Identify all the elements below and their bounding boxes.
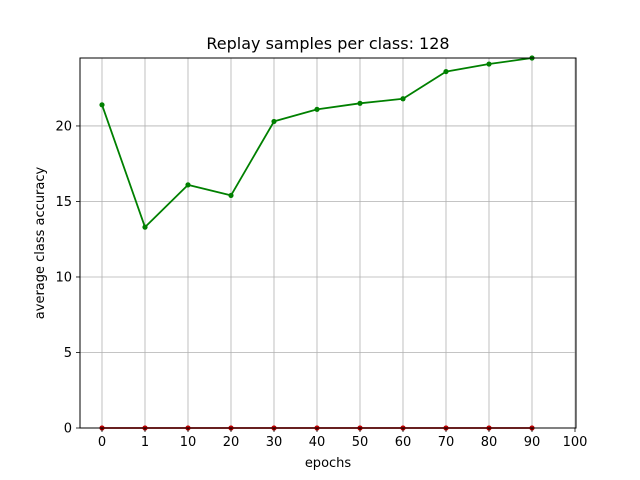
y-tick-label: 10 xyxy=(55,270,72,285)
chart-title: Replay samples per class: 128 xyxy=(206,34,449,53)
series-0-point xyxy=(486,61,492,67)
y-axis-label: average class accuracy xyxy=(33,166,48,319)
series-0-point xyxy=(357,100,363,106)
y-tick-label: 5 xyxy=(64,346,72,361)
series-0-point xyxy=(142,224,148,230)
x-tick-label: 90 xyxy=(524,435,541,450)
x-tick-label: 60 xyxy=(395,435,412,450)
x-tick-label: 70 xyxy=(438,435,455,450)
x-tick-label: 20 xyxy=(223,435,240,450)
y-tick-label: 0 xyxy=(64,422,72,437)
x-axis-label: epochs xyxy=(305,456,352,471)
x-tick-label: 1 xyxy=(141,435,149,450)
y-axis-ticks: 0 5 10 15 20 xyxy=(55,119,80,437)
x-axis-ticks: 0 1 10 20 30 40 50 60 70 80 90 100 xyxy=(98,428,588,450)
series-0-point xyxy=(185,182,191,188)
series-0-point xyxy=(228,192,234,199)
y-tick-label: 15 xyxy=(55,195,72,210)
x-tick-label: 80 xyxy=(481,435,498,450)
series-0-point xyxy=(443,68,449,75)
series-0-point xyxy=(99,102,105,108)
plot-area-frame xyxy=(79,57,577,429)
x-tick-label: 50 xyxy=(352,435,369,450)
y-tick-label: 20 xyxy=(55,119,72,134)
x-tick-label: 40 xyxy=(309,435,326,450)
series-0-point xyxy=(271,118,277,125)
x-tick-label: 10 xyxy=(180,435,197,450)
x-tick-label: 100 xyxy=(563,435,588,450)
series-0-point xyxy=(400,96,406,102)
x-tick-label: 30 xyxy=(266,435,283,450)
x-tick-label: 0 xyxy=(98,435,106,450)
series-0-point xyxy=(314,106,320,112)
